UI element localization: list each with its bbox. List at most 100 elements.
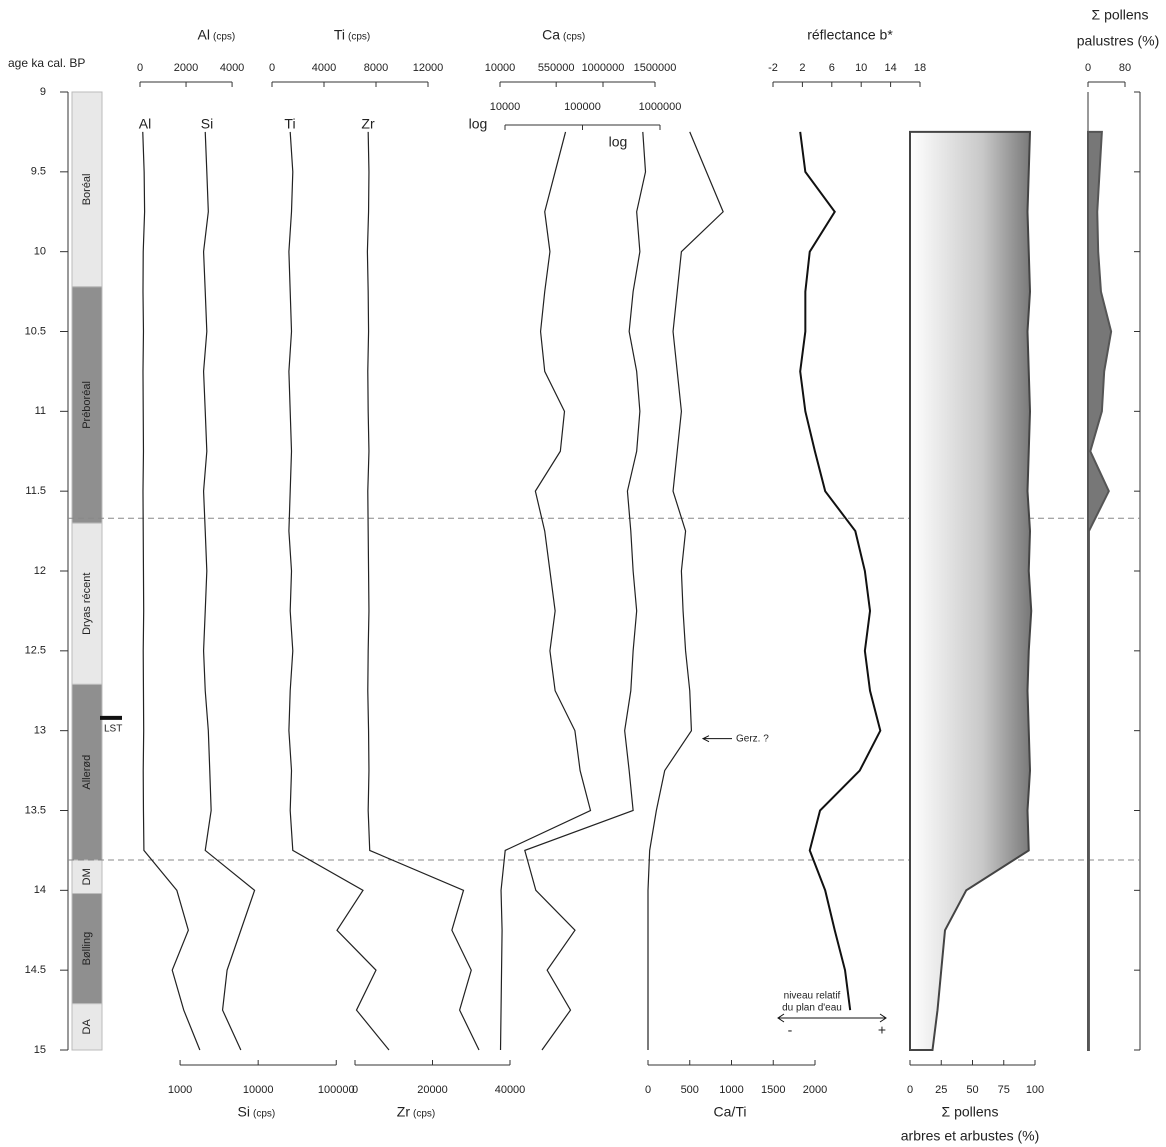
curve [499, 131, 592, 1051]
curve [288, 131, 390, 1051]
water-level-label: du plan d'eau [782, 1003, 842, 1014]
water-level-label: niveau relatif [784, 991, 841, 1002]
panel-title: Ca/Ti [714, 1104, 747, 1120]
x-tick-label: 1500000 [634, 62, 677, 74]
age-tick-label: 9.5 [31, 166, 46, 178]
panel-title: Ti [334, 27, 345, 43]
x-tick-label: 2 [799, 62, 805, 74]
age-tick-label: 10.5 [25, 325, 46, 337]
x-tick-label: 2000 [803, 1084, 827, 1096]
area [1087, 130, 1113, 1051]
age-tick-label: 14 [34, 884, 46, 896]
x-tick-label: -2 [768, 62, 778, 74]
panel-title: Zr [397, 1104, 411, 1120]
panel-unit: (cps) [413, 1109, 435, 1120]
age-tick-label: 14.5 [25, 964, 46, 976]
age-tick-label: 12.5 [25, 645, 46, 657]
x-tick-label: 20000 [417, 1084, 448, 1096]
zone-label: Dryas récent [81, 573, 93, 635]
curve-label: log [609, 134, 628, 150]
panel-unit: (cps) [348, 32, 370, 43]
x-tick-label: 550000 [538, 62, 575, 74]
gerz-label: Gerz. ? [736, 733, 769, 744]
x-tick-label: 12000 [413, 62, 444, 74]
x-tick-label: 80 [1119, 62, 1131, 74]
x-tick-label: 2000 [174, 62, 198, 74]
zone [71, 286, 103, 524]
panel-subtitle: palustres (%) [1077, 33, 1159, 49]
curve [366, 131, 480, 1051]
x-tick-label: 0 [1085, 62, 1091, 74]
panel-unit: (cps) [253, 1109, 275, 1120]
x-tick-label: 0 [352, 1084, 358, 1096]
x-tick-label: 100000 [564, 101, 601, 113]
x-tick-label: 0 [137, 62, 143, 74]
x-tick-label: 1000000 [582, 62, 625, 74]
age-tick-label: 12 [34, 565, 46, 577]
zone-label: Préboréal [81, 381, 93, 429]
age-tick-label: 15 [34, 1044, 46, 1056]
x-tick-label: 10000 [485, 62, 516, 74]
zone-label: DA [81, 1019, 93, 1035]
zone [71, 522, 103, 685]
zone-label: Bølling [81, 932, 93, 966]
age-tick-label: 10 [34, 246, 46, 258]
x-tick-label: 10 [855, 62, 867, 74]
curve [202, 131, 256, 1051]
x-tick-label: 50 [966, 1084, 978, 1096]
x-tick-label: 40000 [495, 1084, 526, 1096]
x-tick-label: 100000 [318, 1084, 355, 1096]
x-tick-label: 6 [829, 62, 835, 74]
x-tick-label: 1000 [719, 1084, 743, 1096]
x-tick-label: 500 [681, 1084, 699, 1096]
x-tick-label: 100 [1026, 1084, 1044, 1096]
axis-label: log [469, 116, 488, 132]
x-tick-label: 1000000 [639, 101, 682, 113]
x-tick-label: 10000 [490, 101, 521, 113]
zone-label: Boréal [81, 173, 93, 205]
age-tick-label: 9 [40, 86, 46, 98]
x-tick-label: 0 [907, 1084, 913, 1096]
curve-label: Si [201, 116, 213, 132]
water-level-arrow [777, 1013, 887, 1023]
x-tick-label: 1500 [761, 1084, 785, 1096]
age-axis-label: age ka cal. BP [8, 56, 85, 70]
curve [142, 131, 201, 1051]
age-tick-label: 13.5 [25, 804, 46, 816]
panel-unit: (cps) [563, 32, 585, 43]
x-tick-label: 14 [884, 62, 896, 74]
age-tick-label: 11.5 [25, 485, 46, 497]
water-level-plus: + [878, 1022, 886, 1038]
curve [524, 131, 647, 1051]
panel-title: Ca [542, 27, 560, 43]
panel-title: Σ pollens [942, 1104, 999, 1120]
age-tick-label: 11 [35, 405, 46, 417]
zone-label: DM [81, 868, 93, 885]
panel-subtitle: arbres et arbustes (%) [901, 1128, 1040, 1144]
x-tick-label: 0 [645, 1084, 651, 1096]
panel-title: Σ pollens [1092, 7, 1149, 23]
x-tick-label: 25 [935, 1084, 947, 1096]
zone [71, 91, 103, 288]
zone-label: Allerød [81, 755, 93, 790]
curve-label: Zr [361, 116, 375, 132]
age-tick-label: 13 [34, 725, 46, 737]
x-tick-label: 4000 [312, 62, 336, 74]
panel-title: réflectance b* [807, 27, 893, 43]
x-tick-label: 75 [998, 1084, 1010, 1096]
panel-title: Al [198, 27, 210, 43]
x-tick-label: 4000 [220, 62, 244, 74]
water-level-minus: - [788, 1022, 793, 1038]
gerz-arrow [701, 735, 732, 743]
area [909, 130, 1033, 1051]
lst-label: LST [104, 724, 122, 735]
zone [71, 1003, 103, 1051]
x-tick-label: 10000 [243, 1084, 274, 1096]
panel-unit: (cps) [213, 32, 235, 43]
curve [799, 131, 882, 1011]
x-tick-label: 8000 [364, 62, 388, 74]
x-tick-label: 18 [914, 62, 926, 74]
panel-title: Si [238, 1104, 250, 1120]
x-tick-label: 0 [269, 62, 275, 74]
